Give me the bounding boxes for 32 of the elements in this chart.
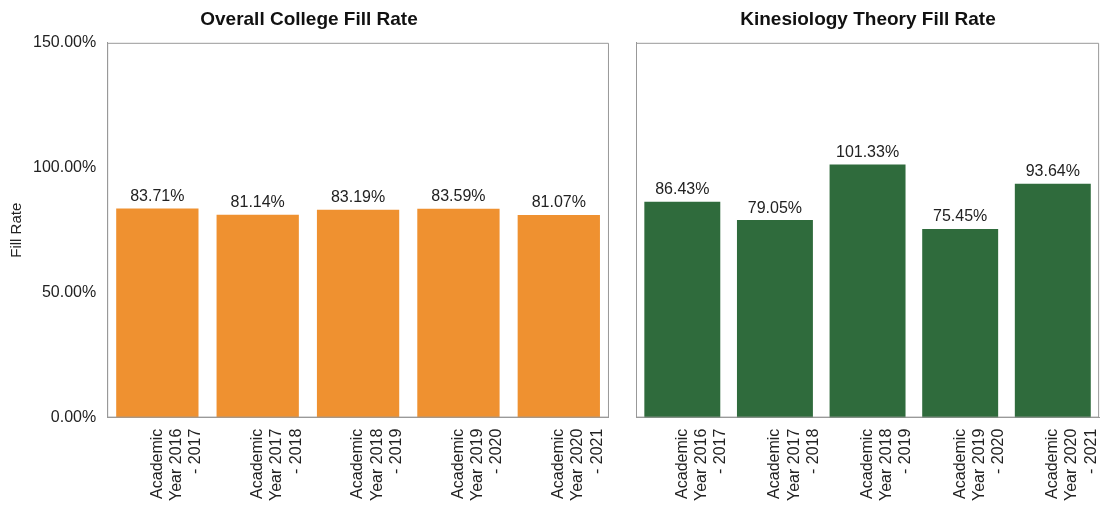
data-label: 83.71%: [130, 186, 185, 204]
data-label: 83.59%: [431, 187, 486, 205]
bar: [736, 220, 813, 418]
data-label: 81.07%: [531, 193, 586, 211]
x-tick-label: Academic Year 2016 - 2017: [672, 428, 729, 502]
x-tick-label: Academic Year 2019 - 2020: [950, 428, 1006, 502]
y-tick-label: 100.00%: [32, 158, 97, 176]
y-tick-label: 50.00%: [41, 283, 97, 301]
x-tick-label: Academic Year 2020 - 2021: [549, 428, 605, 502]
x-tick-label: Academic Year 2017 - 2018: [248, 428, 304, 502]
chart-title: Overall College Fill Rate: [200, 7, 418, 29]
x-tick-label: Academic Year 2020 - 2021: [1043, 428, 1099, 502]
bar: [644, 201, 721, 418]
x-tick-label: Academic Year 2018 - 2019: [857, 428, 914, 502]
chart-title: Kinesiology Theory Fill Rate: [740, 7, 996, 29]
bar: [922, 229, 999, 418]
x-tick-label: Academic Year 2016 - 2017: [147, 428, 204, 502]
data-label: 83.19%: [330, 188, 386, 206]
bar: [829, 164, 906, 418]
data-label: 79.05%: [747, 198, 803, 216]
data-label: 75.45%: [933, 207, 988, 225]
data-label: 81.14%: [230, 193, 285, 211]
y-axis-title: Fill Rate: [7, 202, 25, 258]
data-label: 86.43%: [655, 180, 710, 198]
y-tick-label: 150.00%: [32, 33, 97, 51]
x-tick-label: Academic Year 2017 - 2018: [765, 428, 821, 502]
y-tick-label: 0.00%: [50, 408, 97, 426]
x-tick-label: Academic Year 2018 - 2019: [348, 428, 404, 502]
data-label: 93.64%: [1025, 162, 1080, 180]
x-tick-label: Academic Year 2019 - 2020: [448, 428, 505, 502]
bar: [1014, 183, 1091, 418]
data-label: 101.33%: [835, 142, 900, 160]
